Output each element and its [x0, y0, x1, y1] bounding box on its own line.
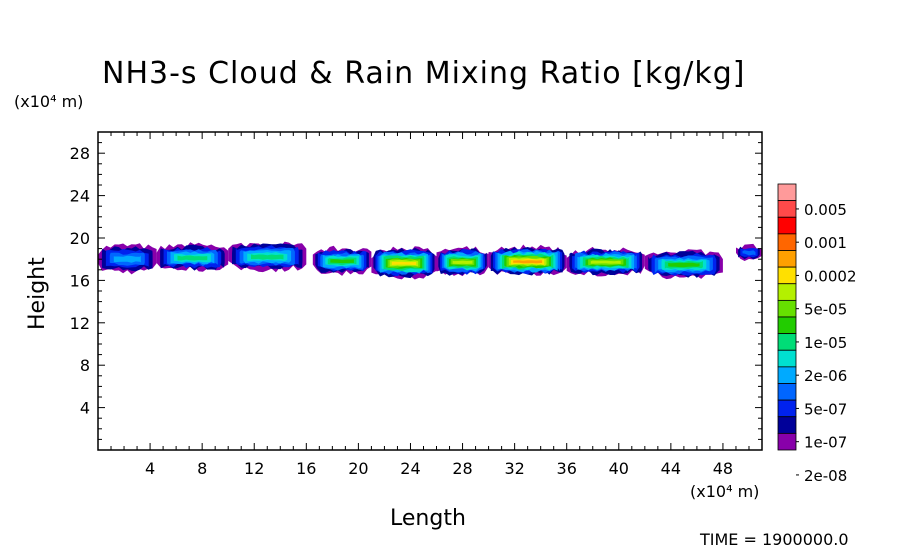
cloud-segment: [371, 246, 437, 280]
colorbar-swatch: [777, 250, 797, 268]
cloud-segment: [98, 243, 157, 275]
cloud-contour: [590, 260, 621, 264]
cloud-segment: [644, 249, 723, 280]
x-tick-label: 44: [661, 459, 681, 478]
cloud-segment: [566, 246, 645, 277]
mixing-ratio-field: [98, 241, 762, 280]
time-label: TIME = 1900000.0: [700, 530, 849, 549]
x-tick-label: 20: [348, 459, 368, 478]
colorbar-label: 2e-06: [804, 367, 847, 385]
cloud-contour: [251, 254, 284, 260]
cloud-segment: [312, 245, 372, 276]
colorbar-swatch: [777, 183, 797, 202]
x-axis-label: Length: [390, 506, 466, 531]
colorbar-label: 5e-05: [804, 301, 847, 319]
colorbar-label: 5e-07: [804, 400, 847, 418]
x-axis-unit: (x10⁴ m): [690, 482, 760, 501]
colorbar-label: 1e-07: [804, 434, 847, 452]
colorbar-swatch: [777, 200, 797, 218]
cloud-segment: [488, 244, 567, 276]
cloud-contour: [177, 255, 208, 261]
colorbar-swatch: [777, 283, 797, 301]
colorbar-swatch: [777, 349, 797, 368]
cloud-segment: [436, 246, 489, 277]
colorbar-label: 2e-08: [804, 467, 847, 485]
y-tick-label: 16: [70, 271, 90, 290]
cloud-contour: [668, 262, 700, 268]
colorbar-swatch: [777, 233, 797, 251]
x-tick-label: 8: [197, 459, 207, 478]
cloud-segment: [228, 241, 307, 273]
chart-title: NH3-s Cloud & Rain Mixing Ratio [kg/kg]: [102, 56, 746, 91]
colorbar-swatch: [777, 383, 797, 401]
y-tick-label: 4: [80, 399, 90, 418]
y-axis-unit: (x10⁴ m): [14, 92, 84, 111]
colorbar-swatch: [777, 366, 797, 384]
y-axis-label: Height: [25, 257, 50, 330]
y-tick-label: 8: [80, 356, 90, 375]
colorbar-label: 0.0002: [804, 267, 857, 285]
colorbar-swatch: [777, 216, 797, 235]
x-tick-label: 28: [452, 459, 472, 478]
y-tick-label: 24: [70, 187, 90, 206]
colorbar-label: 1e-05: [804, 334, 847, 352]
colorbar-swatch: [777, 299, 797, 318]
x-tick-label: 16: [296, 459, 316, 478]
colorbar-swatch: [777, 432, 797, 451]
x-tick-label: 4: [145, 459, 155, 478]
colorbar-label: 0.001: [804, 234, 847, 252]
cloud-contour: [513, 260, 543, 264]
y-tick-label: 20: [70, 229, 90, 248]
y-tick-label: 28: [70, 144, 90, 163]
cloud-contour: [742, 250, 756, 256]
colorbar-swatch: [777, 316, 797, 335]
colorbar-swatch: [777, 266, 797, 285]
cloud-segment: [736, 243, 762, 261]
colorbar-swatch: [777, 416, 797, 434]
colorbar-swatch: [777, 333, 797, 351]
colorbar-label: 0.005: [804, 201, 847, 219]
cloud-contour: [330, 259, 354, 264]
colorbar-swatch: [777, 399, 797, 418]
y-tick-label: 12: [70, 314, 90, 333]
cloud-segment: [156, 242, 229, 272]
colorbar: 0.005 0.001 0.0002 5e-05 1e-05 2e-06 5e-07 1e-0…: [777, 183, 857, 485]
x-tick-label: 40: [609, 459, 629, 478]
cloud-contour: [391, 261, 417, 265]
x-tick-label: 12: [244, 459, 264, 478]
x-tick-label: 24: [400, 459, 420, 478]
cloud-contour: [113, 255, 141, 263]
x-tick-label: 32: [504, 459, 524, 478]
x-tick-label: 48: [713, 459, 733, 478]
x-tick-label: 36: [557, 459, 577, 478]
cloud-contour: [452, 260, 473, 264]
